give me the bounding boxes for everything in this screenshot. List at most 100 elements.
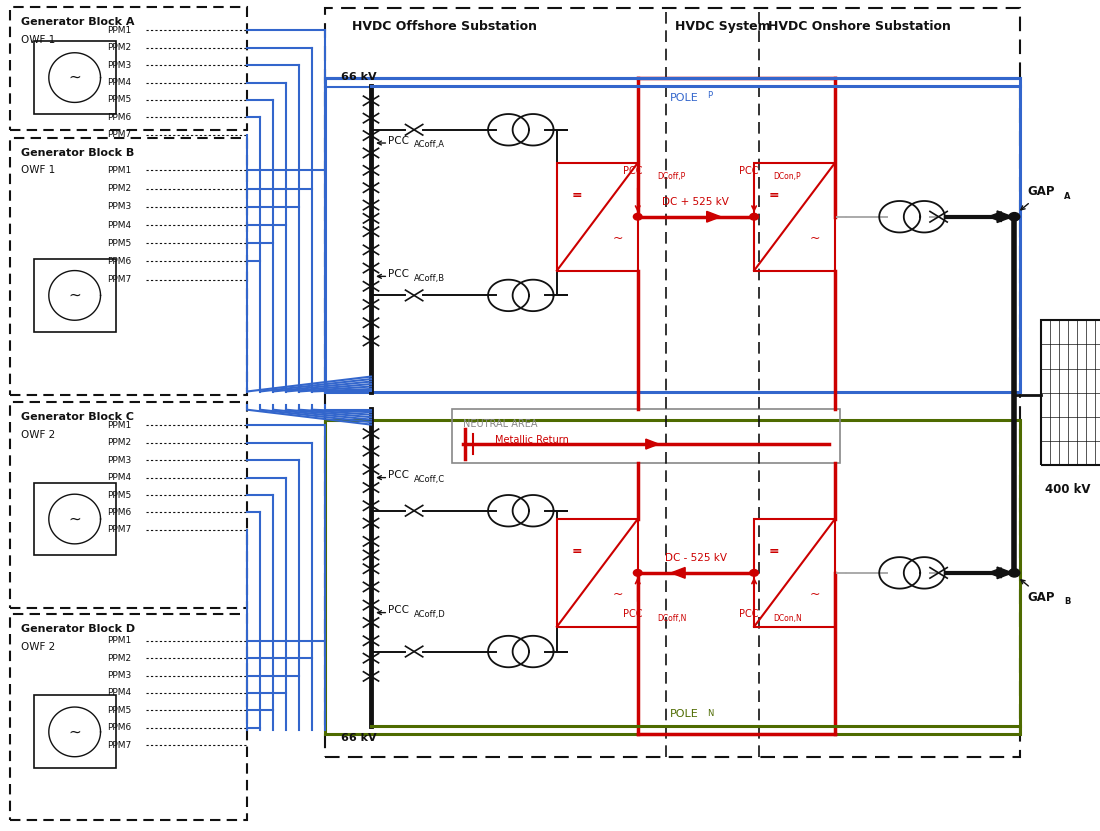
Text: ACoff,B: ACoff,B [414,273,446,283]
Bar [755,519,835,627]
Text: PPM5: PPM5 [107,238,131,248]
Text: PPM7: PPM7 [107,525,131,534]
Text: POLE: POLE [670,93,698,103]
Bar [324,420,1020,735]
Text: OWF 2: OWF 2 [21,642,55,652]
Text: PPM2: PPM2 [107,184,131,193]
Text: ~: ~ [810,588,820,601]
Text: P: P [707,91,713,101]
Text: Metallic Return: Metallic Return [495,435,569,445]
Text: PPM6: PPM6 [107,257,131,266]
Text: PPM3: PPM3 [107,202,131,211]
Text: PPM4: PPM4 [107,220,131,229]
Text: ~: ~ [68,512,81,527]
Bar [10,402,248,607]
Bar [34,483,116,555]
Text: B: B [1064,597,1070,607]
Circle shape [1009,213,1020,221]
Bar [557,163,638,271]
Text: 400 kV: 400 kV [1045,484,1090,496]
Text: ~: ~ [810,232,820,245]
Bar [10,7,248,130]
Circle shape [750,214,758,220]
Text: PPM6: PPM6 [107,723,131,732]
Text: PPM1: PPM1 [107,421,131,430]
Polygon shape [997,211,1012,223]
Text: GAP: GAP [1027,591,1055,604]
Text: DC - 525 kV: DC - 525 kV [664,553,727,563]
Text: N: N [707,709,714,718]
Text: POLE: POLE [670,709,698,719]
Polygon shape [671,568,685,578]
Text: PPM2: PPM2 [107,438,131,447]
Text: 66 kV: 66 kV [341,71,376,81]
Text: 66 kV: 66 kV [341,733,376,743]
Polygon shape [646,439,659,449]
Text: DCon,N: DCon,N [773,614,802,623]
Text: PPM4: PPM4 [107,688,131,697]
Bar [1042,320,1100,465]
Bar [34,696,116,769]
Text: =: = [769,545,780,558]
Text: DCon,P: DCon,P [773,173,801,181]
Circle shape [1009,568,1020,577]
Text: PPM6: PPM6 [107,113,131,122]
Text: PPM5: PPM5 [107,706,131,715]
Text: PPM3: PPM3 [107,671,131,680]
Text: OWF 2: OWF 2 [21,430,55,440]
Text: HVDC System: HVDC System [675,20,770,32]
Text: PCC: PCC [388,605,409,615]
Bar [452,409,839,463]
Bar [324,77,1020,392]
Text: PPM6: PPM6 [107,508,131,517]
Text: ~: ~ [68,725,81,740]
Text: PCC: PCC [388,135,409,145]
Text: PPM2: PPM2 [107,43,131,52]
Bar [10,138,248,395]
Text: ACoff,C: ACoff,C [414,475,446,484]
Text: =: = [572,545,582,558]
Bar [34,42,116,114]
Text: HVDC Onshore Substation: HVDC Onshore Substation [768,20,950,32]
Text: PCC: PCC [739,609,759,619]
Text: Generator Block B: Generator Block B [21,148,134,158]
Text: Generator Block D: Generator Block D [21,624,135,634]
Bar [324,8,1020,757]
Text: Generator Block C: Generator Block C [21,412,134,422]
Text: PPM3: PPM3 [107,61,131,70]
Text: ACoff,D: ACoff,D [414,610,446,619]
Circle shape [634,214,642,220]
Text: HVDC Offshore Substation: HVDC Offshore Substation [352,20,537,32]
Text: ACoff,A: ACoff,A [414,140,446,150]
Text: PPM4: PPM4 [107,78,131,87]
Text: PPM3: PPM3 [107,455,131,465]
Text: PCC: PCC [388,470,409,480]
Text: PPM2: PPM2 [107,654,131,662]
Bar [755,163,835,271]
Text: OWF 1: OWF 1 [21,165,55,175]
Bar [557,519,638,627]
Text: OWF 1: OWF 1 [21,35,55,45]
Polygon shape [989,212,1001,222]
Text: DC + 525 kV: DC + 525 kV [662,197,729,207]
Text: PCC: PCC [623,166,642,176]
Text: PPM4: PPM4 [107,473,131,482]
Bar [34,259,116,332]
Text: A: A [1064,191,1070,200]
Text: DCoff,N: DCoff,N [657,614,686,623]
Bar [10,614,248,819]
Text: PCC: PCC [739,166,759,176]
Text: ~: ~ [613,232,623,245]
Polygon shape [997,567,1012,578]
Text: DCoff,P: DCoff,P [657,173,685,181]
Text: GAP: GAP [1027,185,1055,199]
Text: NEUTRAL AREA: NEUTRAL AREA [463,419,537,429]
Circle shape [750,569,758,576]
Text: =: = [769,189,780,202]
Text: PPM1: PPM1 [107,26,131,35]
Text: PPM1: PPM1 [107,637,131,646]
Text: PPM5: PPM5 [107,490,131,499]
Polygon shape [989,568,1001,578]
Text: ~: ~ [68,70,81,85]
Text: Generator Block A: Generator Block A [21,17,134,27]
